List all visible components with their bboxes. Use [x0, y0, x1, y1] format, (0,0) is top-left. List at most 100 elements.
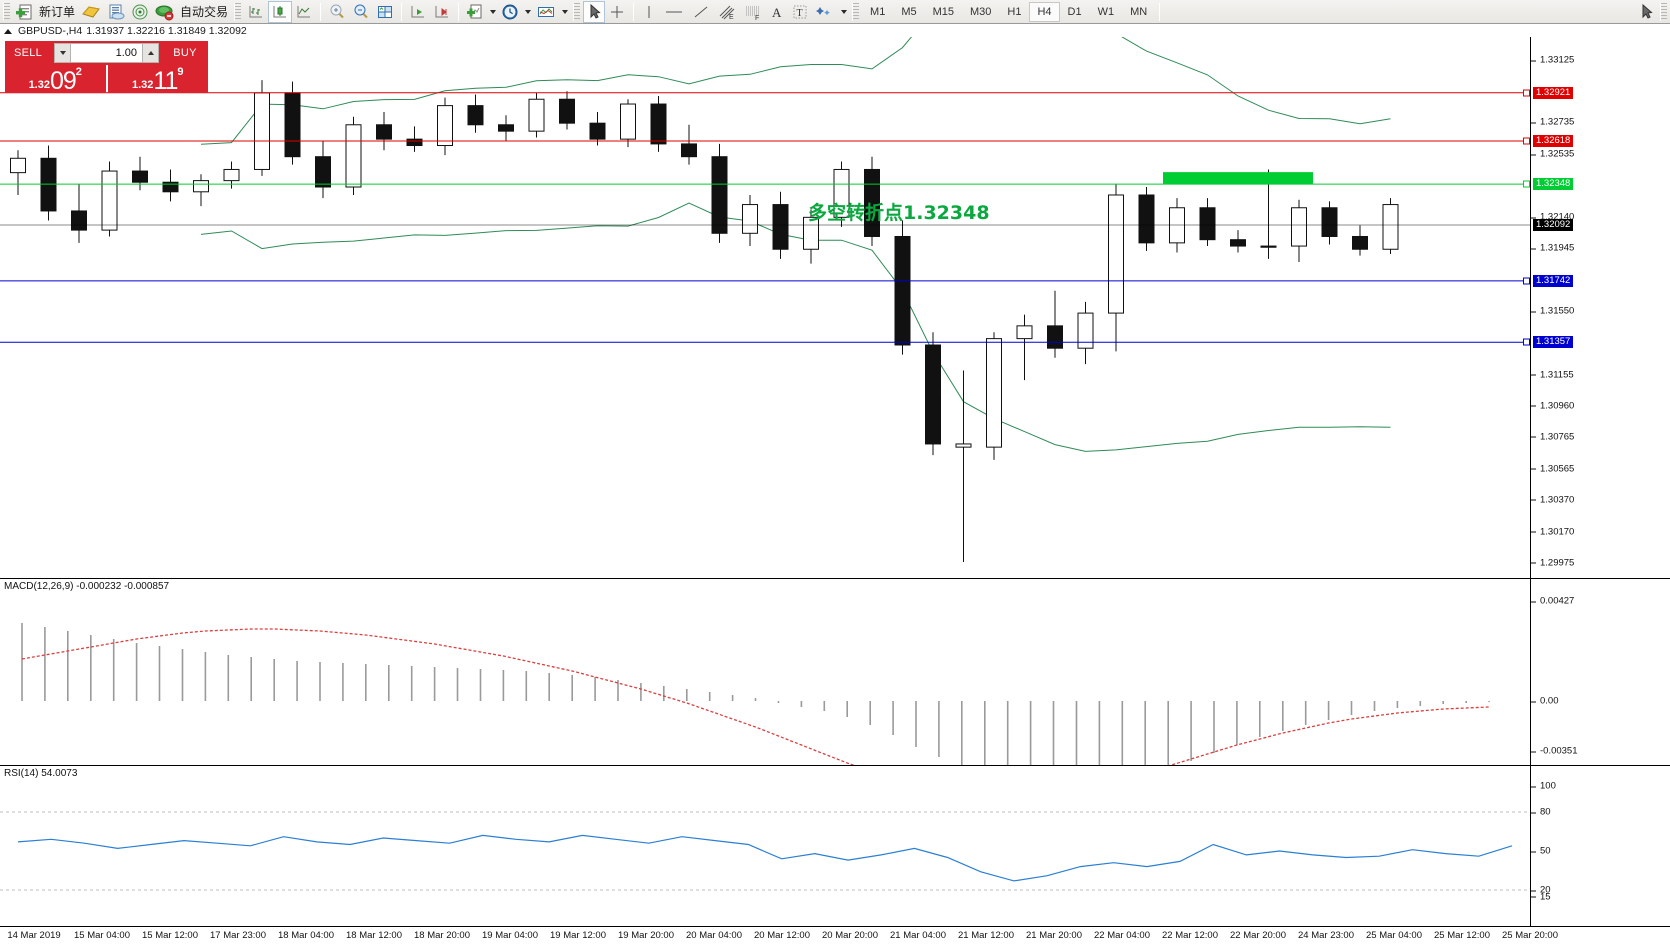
new-order-label[interactable]: 新订单: [39, 5, 76, 19]
rsi-scale[interactable]: 100 80 50 20 15: [1530, 765, 1670, 926]
candle-body: [1047, 325, 1063, 349]
timeframe-m1[interactable]: M1: [870, 5, 886, 18]
templates-icon[interactable]: [533, 1, 559, 23]
candle-body: [132, 170, 148, 183]
timeframe-h1[interactable]: H1: [1007, 5, 1022, 18]
time-axis-label: 20 Mar 20:00: [822, 930, 878, 941]
toolbar-grip-2[interactable]: [234, 2, 242, 21]
volume-input[interactable]: 1.00: [71, 43, 142, 63]
horizontal-line-icon[interactable]: [660, 1, 688, 23]
crosshair-icon[interactable]: [605, 1, 629, 23]
toolbar-separator: [320, 2, 322, 21]
toolbar-grip[interactable]: [3, 2, 10, 21]
equidistant-channel-icon[interactable]: E: [714, 1, 740, 23]
volume-increase-button[interactable]: [142, 43, 159, 63]
level-handle-support-lower[interactable]: [1523, 338, 1530, 346]
rsi-tick: 50: [1531, 846, 1551, 857]
add-indicator-icon[interactable]: [463, 1, 487, 23]
chart-ohlc-label: 1.31937 1.32216 1.31849 1.32092: [86, 25, 247, 37]
shapes-icon[interactable]: [812, 1, 838, 23]
text-icon[interactable]: A: [766, 1, 788, 23]
add-indicator-dropdown[interactable]: [487, 2, 498, 22]
price-tag-resistance-lower[interactable]: 1.32618: [1533, 135, 1574, 148]
candle-chart-icon[interactable]: [268, 0, 293, 23]
toolbar-grip-3[interactable]: [573, 2, 581, 21]
price-tag-support-upper[interactable]: 1.31742: [1533, 274, 1574, 287]
price-chart-canvas[interactable]: [0, 0, 1530, 578]
autotrading-label[interactable]: 自动交易: [180, 5, 229, 19]
price-tag-support-lower[interactable]: 1.31357: [1533, 336, 1574, 349]
chart-annotation-text[interactable]: 多空转折点1.32348: [808, 202, 990, 225]
market-watch-icon[interactable]: [373, 1, 397, 23]
timeframe-h4[interactable]: H4: [1029, 1, 1060, 22]
period-icon[interactable]: [498, 1, 522, 23]
timeframe-mn[interactable]: MN: [1130, 5, 1148, 18]
rsi-chart-canvas[interactable]: [0, 766, 1530, 927]
time-axis-label: 22 Mar 04:00: [1094, 930, 1150, 941]
candle-body: [925, 344, 941, 445]
timeframe-m30[interactable]: M30: [970, 5, 992, 18]
templates-dropdown[interactable]: [559, 2, 570, 22]
price-tag-current-price[interactable]: 1.32092: [1533, 218, 1574, 231]
price-pane[interactable]: 多空转折点1.32348: [0, 0, 1530, 578]
time-axis[interactable]: 14 Mar 2019 15 Mar 04:00 15 Mar 12:00 17 Ma…: [0, 926, 1670, 946]
text-label-icon[interactable]: T: [788, 1, 812, 23]
main-toolbar: 新订单: [0, 0, 1670, 24]
macd-chart-canvas[interactable]: [0, 579, 1530, 799]
sell-button[interactable]: SELL: [5, 41, 51, 65]
sell-price[interactable]: 1.32 09 2: [5, 65, 106, 94]
auto-scroll-icon[interactable]: [430, 1, 454, 23]
trend-line-icon[interactable]: [688, 1, 714, 23]
bollinger-lower-band: [200, 202, 1391, 452]
period-dropdown[interactable]: [522, 2, 533, 22]
toolbar-grip-4[interactable]: [852, 2, 860, 21]
bar-chart-icon[interactable]: [244, 1, 268, 23]
price-tag-pivot-turning-point[interactable]: 1.32348: [1533, 178, 1574, 191]
candle-body: [1108, 194, 1124, 314]
price-tag-resistance-upper[interactable]: 1.32921: [1533, 86, 1574, 99]
metaeditor-icon[interactable]: [78, 1, 104, 23]
macd-title: MACD(12,26,9) -0.000232 -0.000857: [4, 581, 170, 592]
level-handle-support-upper[interactable]: [1523, 277, 1530, 285]
collapse-triangle-icon[interactable]: [4, 28, 12, 34]
rsi-pane[interactable]: RSI(14) 54.0073: [0, 765, 1530, 926]
data-center-icon[interactable]: [104, 1, 128, 23]
chart-shift-icon[interactable]: [406, 1, 430, 23]
level-handle-resistance-lower[interactable]: [1523, 137, 1530, 145]
volume-decrease-button[interactable]: [54, 43, 71, 63]
buy-price[interactable]: 1.32 11 9: [107, 65, 208, 94]
time-axis-label: 18 Mar 04:00: [278, 930, 334, 941]
line-chart-icon[interactable]: [292, 1, 316, 23]
timeframe-d1[interactable]: D1: [1067, 5, 1082, 18]
macd-tick: -0.00351: [1531, 746, 1578, 757]
time-axis-label: 19 Mar 12:00: [550, 930, 606, 941]
level-handle-pivot-turning-point[interactable]: [1523, 180, 1530, 188]
candle-body: [864, 168, 880, 237]
candle-body: [467, 105, 484, 126]
time-axis-label: 17 Mar 23:00: [210, 930, 266, 941]
macd-scale[interactable]: 0.00427 0.00 -0.00351: [1530, 578, 1670, 765]
buy-button[interactable]: BUY: [162, 41, 208, 65]
candle-body: [803, 216, 819, 250]
candle-body: [528, 98, 545, 132]
zoom-out-icon[interactable]: [349, 1, 373, 23]
time-axis-label: 25 Mar 20:00: [1502, 930, 1558, 941]
navigator-icon[interactable]: [128, 1, 152, 23]
macd-pane[interactable]: MACD(12,26,9) -0.000232 -0.000857: [0, 578, 1530, 799]
cursor-icon[interactable]: [583, 0, 606, 23]
level-handle-resistance-upper[interactable]: [1523, 89, 1530, 97]
fibonacci-icon[interactable]: F: [740, 1, 766, 23]
price-scale[interactable]: 1.33125 1.32735 1.32535 1.32140 1.31945 1.315…: [1530, 37, 1670, 578]
shapes-dropdown[interactable]: [838, 2, 849, 22]
vertical-line-icon[interactable]: [638, 1, 660, 23]
zoom-in-icon[interactable]: [325, 1, 349, 23]
toolbar-grip-5[interactable]: [1660, 2, 1667, 21]
macd-tick: 0.00: [1531, 696, 1559, 707]
autotrading-icon[interactable]: [152, 1, 178, 23]
timeframe-w1[interactable]: W1: [1097, 5, 1115, 18]
chart-area[interactable]: 多空转折点1.32348 1.33125 1.32735 1.32535 1.3214…: [0, 0, 1670, 926]
timeframe-m15[interactable]: M15: [932, 5, 954, 18]
timeframe-m5[interactable]: M5: [901, 5, 917, 18]
new-order-icon[interactable]: [13, 1, 37, 23]
cursor-right-icon[interactable]: [1635, 1, 1657, 23]
